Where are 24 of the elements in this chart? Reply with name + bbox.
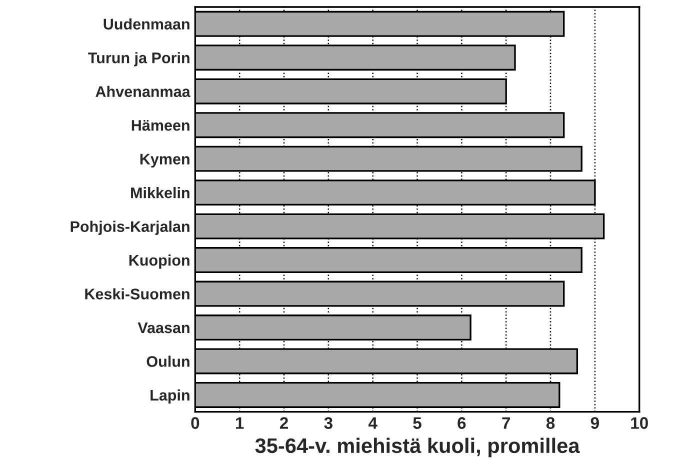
x-axis-title: 35-64-v. miehistä kuoli, promillea [255,438,580,458]
x-tick-label: 10 [631,417,648,429]
x-tick-label: 3 [324,417,332,429]
y-tick-label: Kuopion [129,254,190,269]
y-tick-label: Ahvenanmaa [96,86,190,98]
x-tick-label: 1 [236,417,244,429]
y-tick-label: Turun ja Porin [88,52,190,66]
x-tick-label: 7 [502,417,510,429]
x-tick-label: 9 [590,417,599,429]
x-tick-label: 6 [458,417,466,429]
x-tick-label: 4 [368,417,378,429]
y-tick-label: Oulun [146,356,190,367]
y-tick-label: Hämeen [132,120,190,131]
x-tick-label: 8 [546,417,555,429]
y-tick-label: Keski-Suomen [85,288,190,300]
y-tick-label: Vaasan [138,322,190,334]
x-tick-label: 5 [413,417,422,429]
y-tick-label: Lapin [150,389,190,404]
y-tick-label: Mikkelin [131,187,190,198]
y-tick-label: Pohjois-Karjalan [70,220,190,236]
y-tick-label: Uudenmaan [104,18,190,30]
x-tick-label: 2 [280,417,288,429]
y-tick-label: Kymen [140,154,190,168]
x-tick-label: 0 [191,417,200,429]
